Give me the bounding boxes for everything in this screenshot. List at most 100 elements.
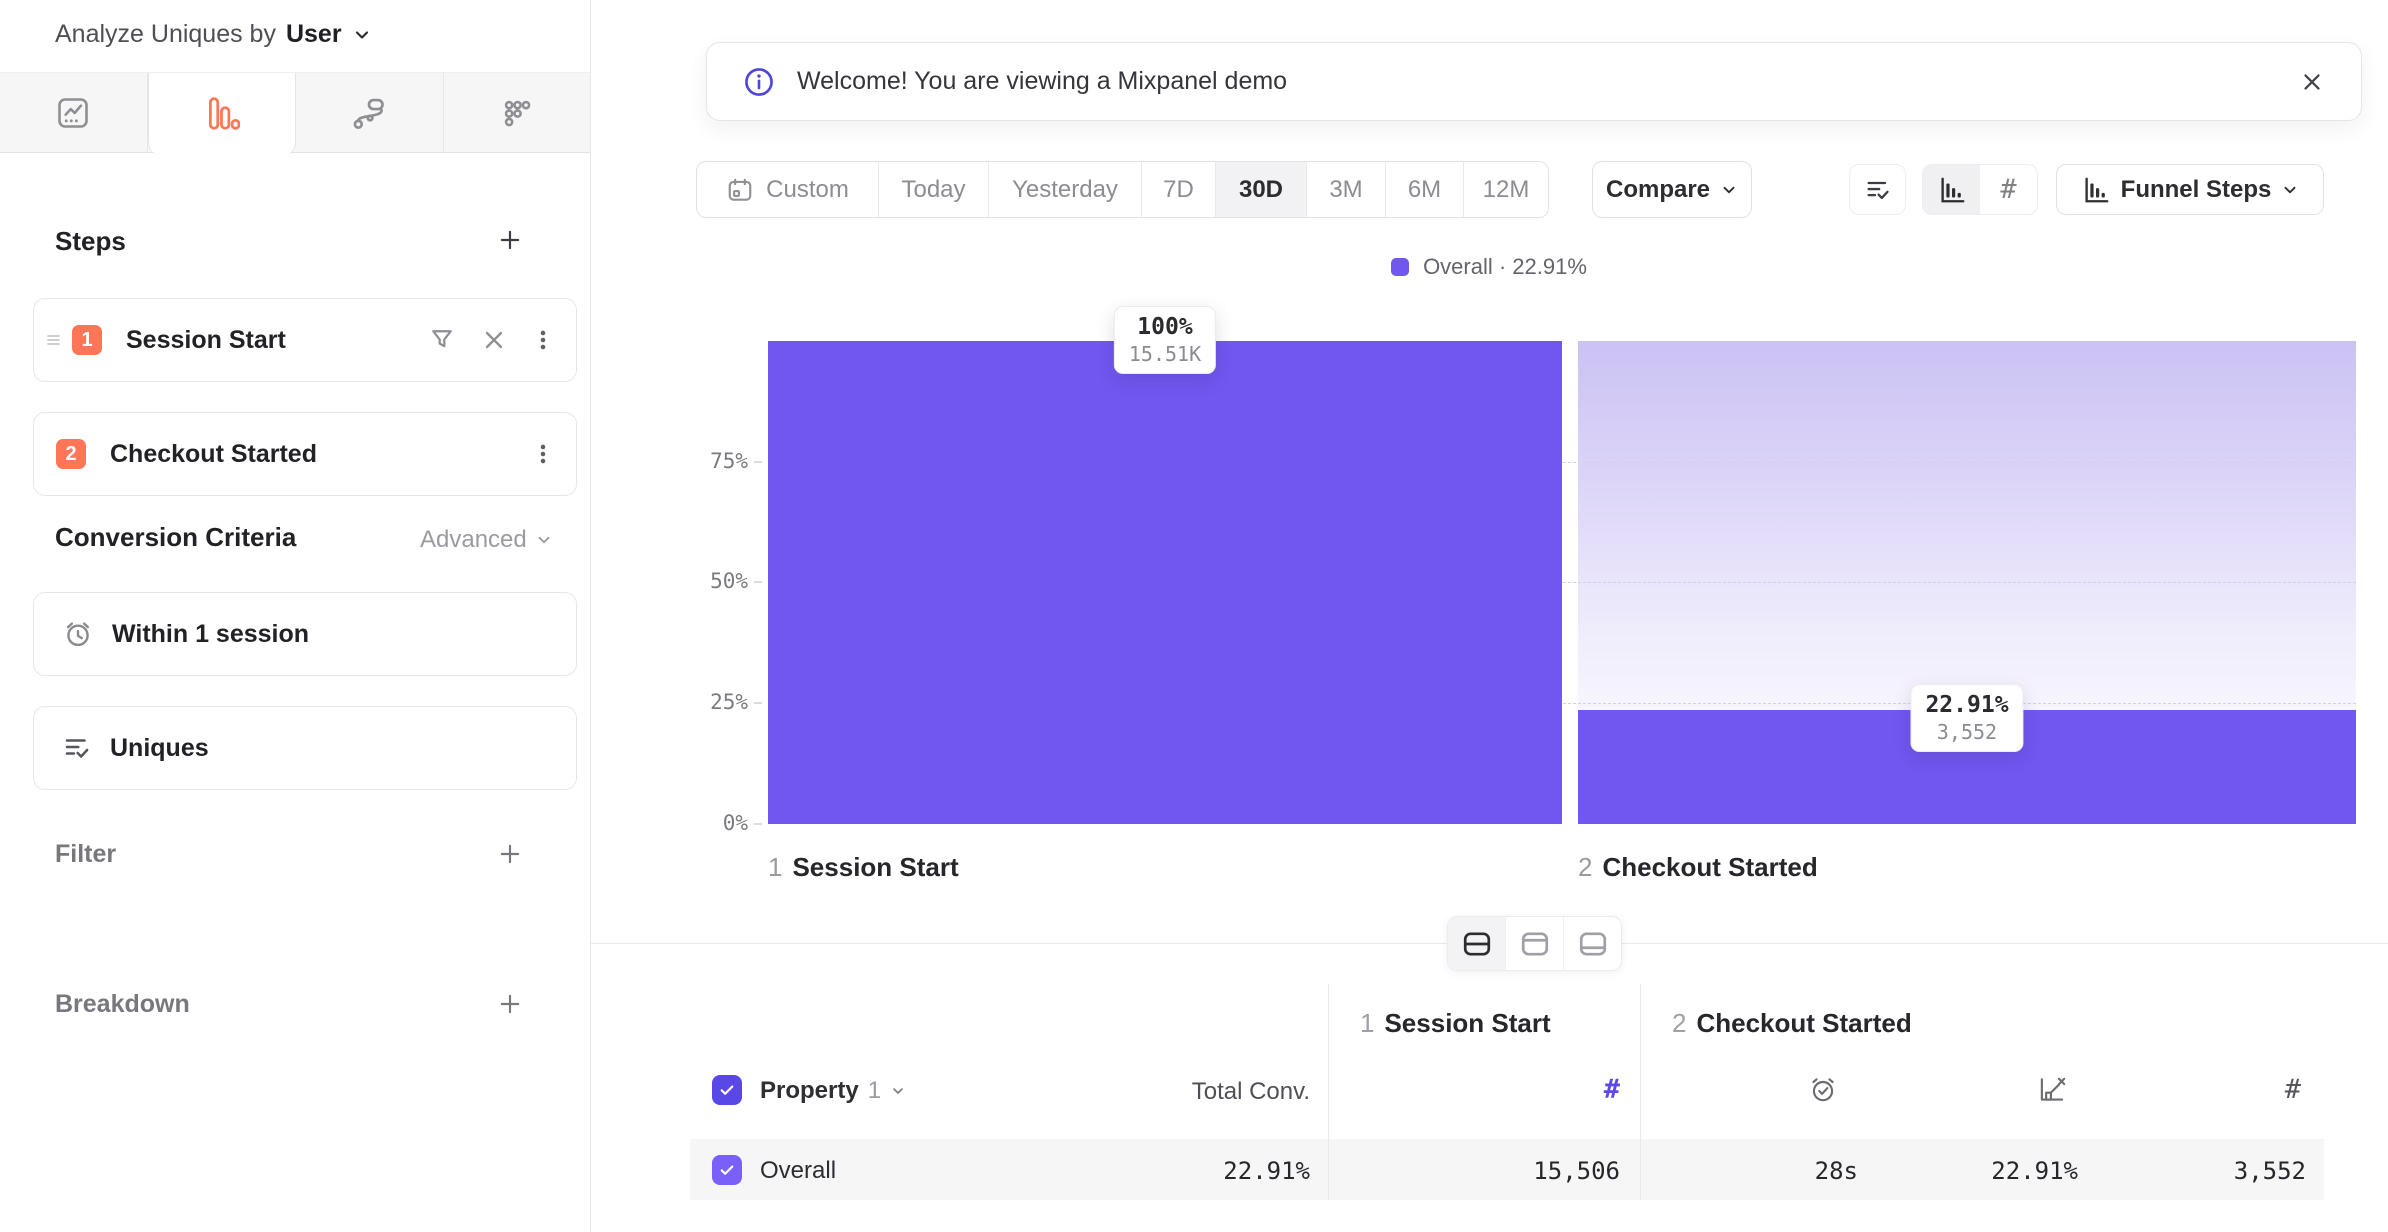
count-column-icon[interactable]: #	[1603, 1074, 1620, 1105]
panel-layout-toggle	[1447, 916, 1622, 971]
axis-tick-mark	[754, 461, 762, 463]
table-group-header-session-start: 1 Session Start	[1360, 1008, 1551, 1039]
analyze-value[interactable]: User	[285, 20, 342, 48]
retention-icon	[499, 95, 535, 131]
date-range-label: 7D	[1163, 175, 1194, 203]
legend-text: Overall · 22.91%	[1423, 254, 1587, 279]
date-range-30d[interactable]: 30D	[1215, 162, 1306, 217]
breakdown-title: Breakdown	[55, 990, 190, 1018]
bar-value-tooltip: 22.91% 3,552	[1910, 684, 2024, 752]
chevron-down-icon	[352, 25, 372, 45]
tab-funnels[interactable]	[147, 73, 296, 155]
date-range-label: Today	[901, 175, 966, 203]
row-name: Overall	[760, 1157, 837, 1184]
tab-insights[interactable]	[0, 73, 148, 152]
step-name: Session Start	[792, 852, 959, 882]
date-range-label: Yesterday	[1012, 175, 1118, 203]
table-only-view-toggle[interactable]	[1563, 917, 1621, 970]
step-index: 1	[768, 852, 783, 882]
advanced-dropdown[interactable]: Advanced	[420, 526, 553, 554]
analyze-label: Analyze Uniques by	[55, 20, 276, 48]
date-range-6m[interactable]: 6M	[1385, 162, 1463, 217]
axis-tick-mark	[754, 581, 762, 583]
legend-swatch[interactable]	[1391, 258, 1410, 276]
step-number-badge: 2	[56, 439, 86, 469]
gridline-75	[768, 462, 2356, 463]
row-checkbox[interactable]	[712, 1155, 742, 1185]
property-dropdown[interactable]: Property 1	[760, 1077, 906, 1105]
y-axis-tick: 25%	[710, 690, 748, 714]
sidebar: Analyze Uniques by User	[0, 0, 591, 1232]
funnel-steps-dropdown[interactable]: Funnel Steps	[2056, 164, 2324, 215]
group-index: 2	[1672, 1008, 1687, 1038]
funnel-steps-label: Funnel Steps	[2120, 175, 2272, 203]
compare-label: Compare	[1605, 175, 1711, 203]
step-kebab-icon[interactable]	[530, 327, 556, 353]
step-label[interactable]: Session Start	[126, 325, 286, 354]
select-all-checkbox[interactable]	[712, 1075, 742, 1105]
welcome-banner: Welcome! You are viewing a Mixpanel demo	[706, 42, 2362, 121]
axis-tick-mark	[754, 823, 762, 825]
date-range-segmented-control: Custom Today Yesterday 7D 30D 3M 6M 12M	[696, 161, 1549, 218]
filter-step-icon[interactable]	[428, 326, 456, 354]
step-kebab-icon[interactable]	[530, 441, 556, 467]
add-breakdown-button[interactable]	[490, 984, 530, 1024]
tab-flows[interactable]	[296, 73, 444, 152]
date-range-today[interactable]: Today	[878, 162, 988, 217]
tooltip-percent: 22.91%	[1925, 692, 2009, 718]
date-range-12m[interactable]: 12M	[1463, 162, 1548, 217]
list-check-icon	[1864, 176, 1892, 204]
table-column-divider	[1328, 984, 1329, 1200]
date-range-custom[interactable]: Custom	[697, 162, 878, 217]
counting-method-card[interactable]: Uniques	[33, 706, 577, 790]
remove-step-icon[interactable]	[480, 326, 508, 354]
count-view-toggle[interactable]: #	[1980, 165, 2037, 214]
tab-retention[interactable]	[444, 73, 591, 152]
table-row[interactable]	[690, 1139, 2324, 1200]
row-total-conv: 22.91%	[1223, 1157, 1310, 1185]
count-column-icon[interactable]: #	[2284, 1074, 2301, 1105]
chart-legend: Overall · 22.91%	[590, 254, 2388, 280]
conversion-window-card[interactable]: Within 1 session	[33, 592, 577, 676]
chevron-down-icon	[535, 531, 553, 549]
list-check-icon	[62, 733, 92, 763]
split-view-toggle[interactable]	[1448, 917, 1505, 970]
y-axis-tick: 0%	[722, 811, 748, 835]
x-axis-label-checkout-started: 2 Checkout Started	[1578, 852, 1818, 883]
chart-only-view-toggle[interactable]	[1505, 917, 1563, 970]
step-label[interactable]: Checkout Started	[110, 439, 317, 468]
date-range-7d[interactable]: 7D	[1141, 162, 1215, 217]
clock-icon	[62, 618, 94, 650]
conversion-window-label: Within 1 session	[112, 619, 310, 648]
counting-method-toggle-button[interactable]	[1849, 164, 1906, 215]
funnel-bar-session-start[interactable]	[768, 341, 1562, 824]
analyze-uniques-selector[interactable]: Analyze Uniques by User	[55, 20, 372, 49]
step-number-badge: 1	[72, 325, 102, 355]
drag-handle-icon[interactable]	[46, 332, 62, 348]
add-step-button[interactable]	[490, 220, 530, 260]
hash-icon: #	[2000, 174, 2017, 205]
avg-time-column-icon[interactable]	[1807, 1074, 1839, 1106]
step-card-session-start[interactable]: 1 Session Start	[33, 298, 577, 382]
tooltip-count: 15.51K	[1128, 342, 1202, 366]
y-axis-tick: 50%	[710, 569, 748, 593]
conversion-rate-column-icon[interactable]	[2036, 1074, 2068, 1106]
step-card-checkout-started[interactable]: 2 Checkout Started	[33, 412, 577, 496]
chevron-down-icon	[1720, 181, 1738, 199]
date-range-3m[interactable]: 3M	[1306, 162, 1385, 217]
banner-message: Welcome! You are viewing a Mixpanel demo	[797, 67, 1288, 95]
chevron-down-icon	[890, 1083, 906, 1099]
plus-icon	[497, 841, 523, 867]
percent-view-toggle[interactable]	[1923, 165, 1980, 214]
close-icon[interactable]	[2299, 69, 2325, 95]
top-layout-icon	[1520, 931, 1550, 957]
chevron-down-icon	[2281, 181, 2299, 199]
tooltip-percent: 100%	[1137, 314, 1193, 340]
row-avg-time: 28s	[1814, 1157, 1858, 1185]
table-group-header-checkout-started: 2 Checkout Started	[1672, 1008, 1912, 1039]
bottom-layout-icon	[1578, 931, 1608, 957]
group-label: Session Start	[1384, 1008, 1551, 1038]
compare-button[interactable]: Compare	[1592, 161, 1752, 218]
add-filter-button[interactable]	[490, 834, 530, 874]
date-range-yesterday[interactable]: Yesterday	[988, 162, 1141, 217]
